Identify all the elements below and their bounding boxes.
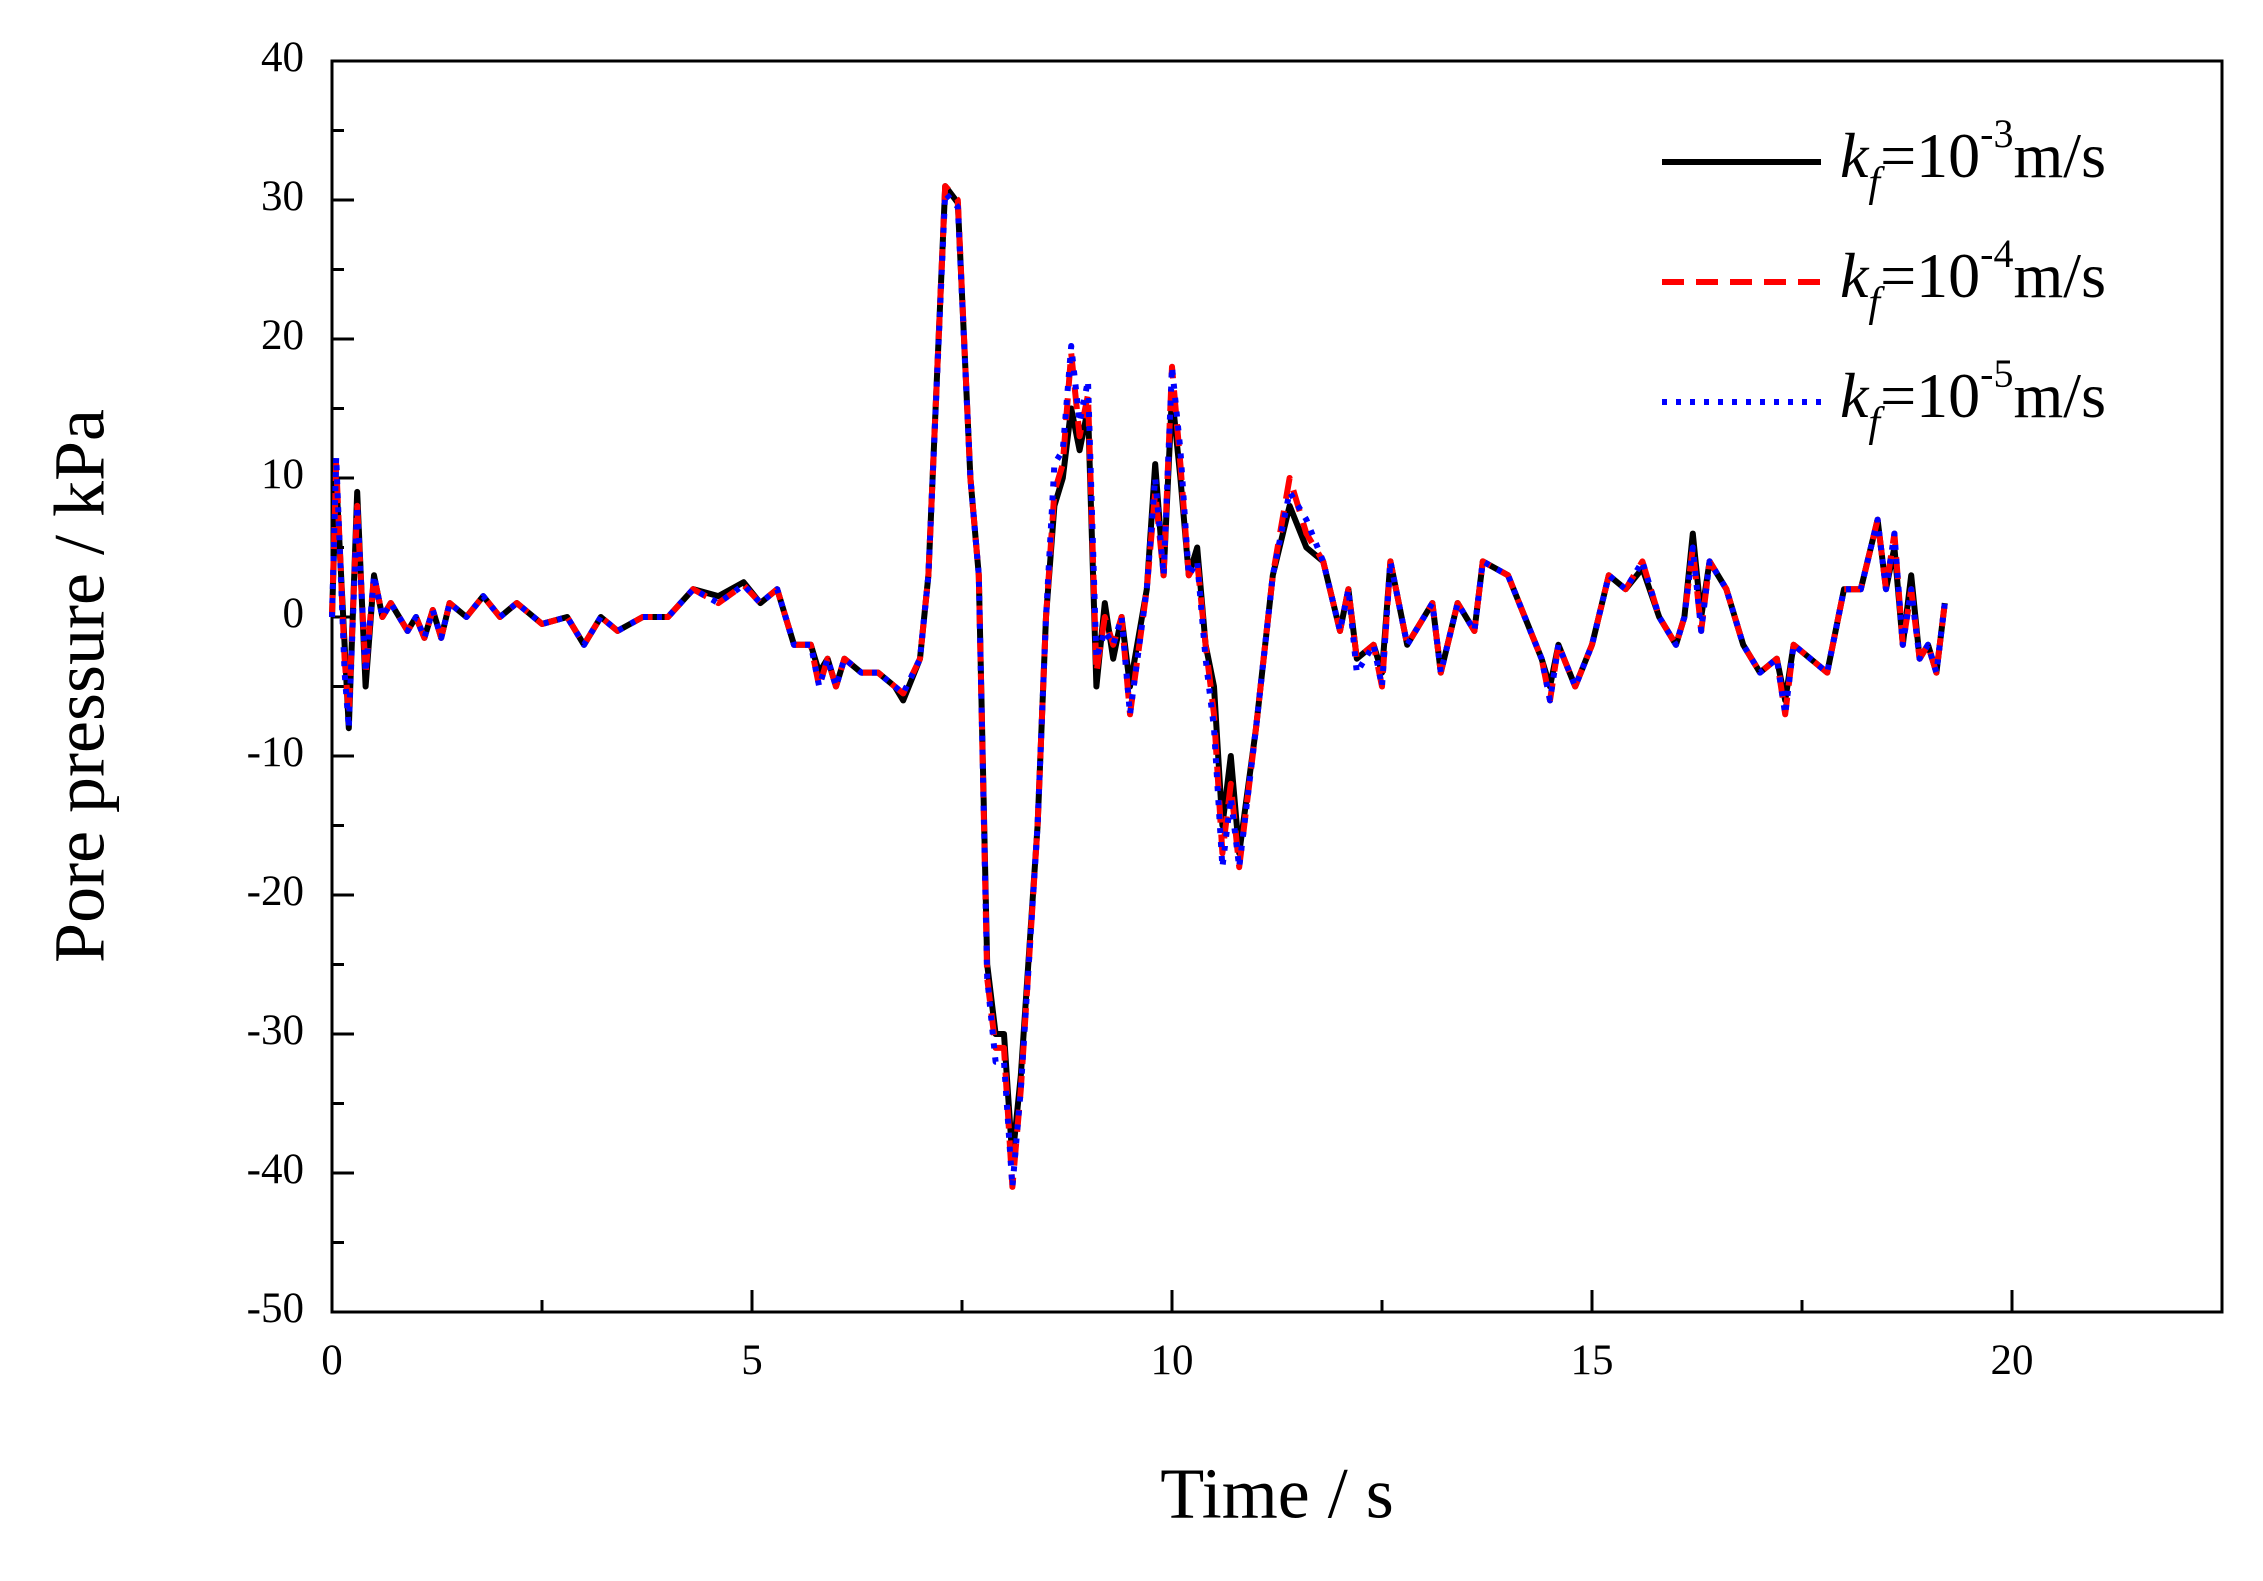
series-line <box>329 190 1948 1190</box>
legend-label: kf=10-5m/s <box>1840 351 2106 445</box>
x-tick-label: 20 <box>1991 1337 2034 1384</box>
x-tick-label: 0 <box>321 1337 343 1384</box>
y-axis-label: Pore pressure / kPa <box>40 409 120 963</box>
y-tick-label: 10 <box>261 451 304 498</box>
y-tick-label: -40 <box>247 1146 304 1193</box>
legend-label: kf=10-3m/s <box>1840 111 2106 205</box>
series-line <box>329 183 1948 1190</box>
y-tick-label: 30 <box>261 173 304 220</box>
y-tick-label: 0 <box>283 590 305 637</box>
y-tick-label: -20 <box>247 868 304 915</box>
y-tick-label: 20 <box>261 312 304 359</box>
x-tick-label: 10 <box>1151 1337 1194 1384</box>
legend-label: kf=10-4m/s <box>1840 231 2106 325</box>
y-tick-label: -30 <box>247 1007 304 1054</box>
y-tick-label: -10 <box>247 729 304 776</box>
y-tick-label: -50 <box>247 1285 304 1332</box>
x-axis-label: Time / s <box>1160 1454 1393 1534</box>
y-tick-label: 40 <box>261 34 304 81</box>
x-tick-label: 15 <box>1571 1337 1614 1384</box>
x-tick-label: 5 <box>741 1337 763 1384</box>
